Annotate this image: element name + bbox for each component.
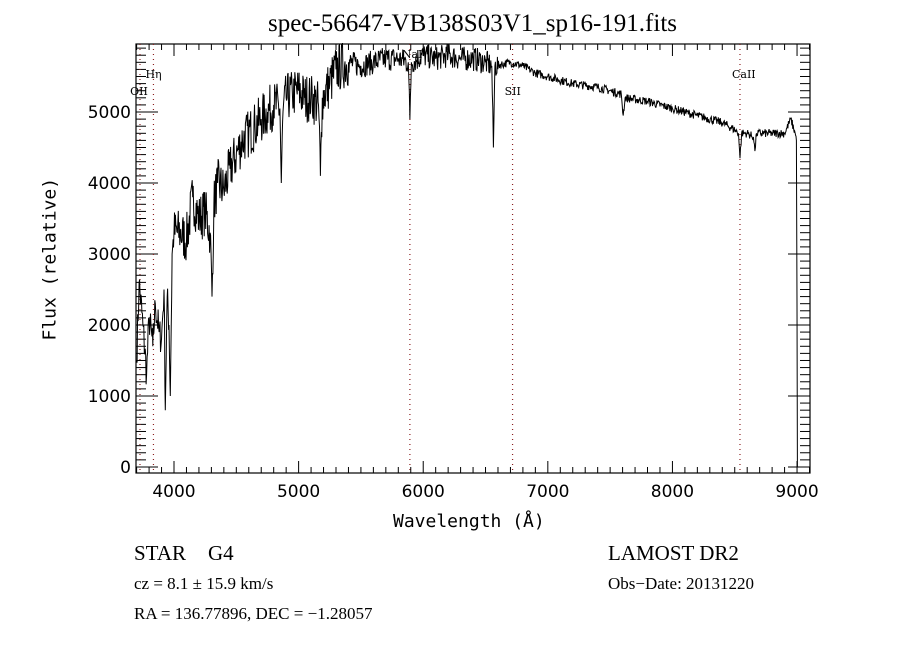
object-subclass: G4: [208, 541, 234, 565]
spectral-line-label: CaII: [732, 68, 756, 81]
x-tick-label: 9000: [775, 482, 818, 502]
y-tick-label: 3000: [88, 245, 131, 265]
y-tick-label: 2000: [88, 316, 131, 336]
x-tick-label: 8000: [651, 482, 694, 502]
x-axis-label: Wavelength (Å): [393, 511, 545, 532]
x-tick-label: 5000: [277, 482, 320, 502]
y-tick-label: 4000: [88, 174, 131, 194]
y-tick-label: 1000: [88, 387, 131, 407]
x-tick-label: 6000: [402, 482, 445, 502]
spectrum-line: [136, 42, 798, 468]
observation-date: Obs−Date: 20131220: [608, 574, 755, 593]
survey-name: LAMOST DR2: [608, 541, 739, 565]
y-axis-label: Flux (relative): [39, 177, 61, 341]
spectral-line-label: SII: [505, 85, 521, 98]
x-tick-label: 7000: [526, 482, 569, 502]
spectral-line-label: Hη: [145, 68, 161, 81]
chart-title: spec-56647-VB138S03V1_sp16-191.fits: [267, 10, 677, 37]
coordinates: RA = 136.77896, DEC = −1.28057: [134, 604, 373, 623]
x-tick-label: 4000: [152, 482, 195, 502]
y-tick-label: 5000: [88, 103, 131, 123]
spectral-line-label: OII: [130, 85, 148, 98]
y-tick-label: 0: [120, 458, 131, 478]
object-class: STAR: [134, 541, 186, 565]
redshift-cz: cz = 8.1 ± 15.9 km/s: [134, 574, 274, 593]
plot-frame: [135, 43, 811, 474]
